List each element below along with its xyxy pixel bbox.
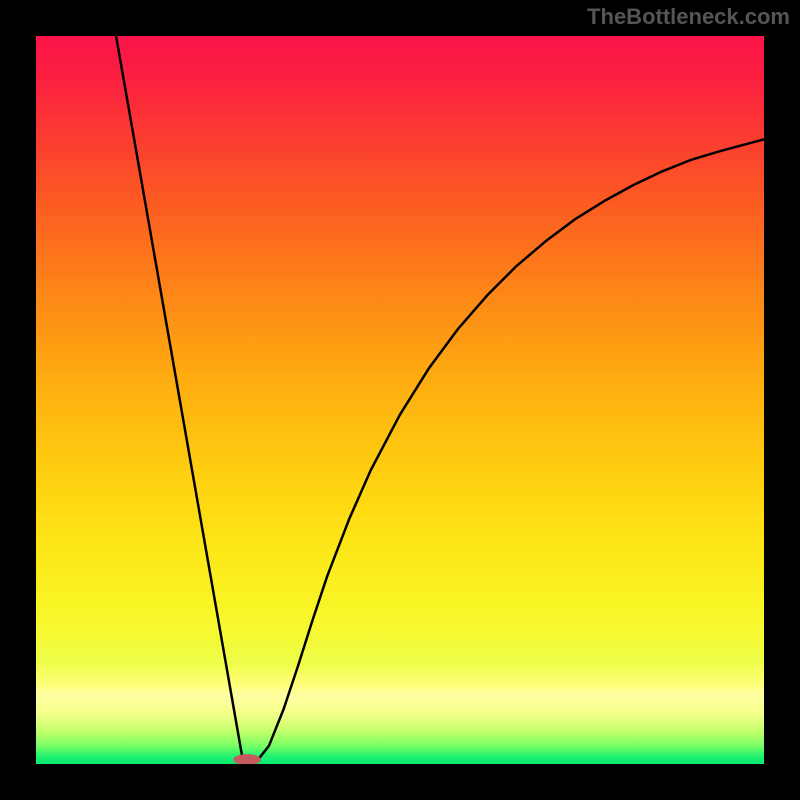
chart-svg <box>36 36 764 764</box>
chart-frame: TheBottleneck.com <box>0 0 800 800</box>
chart-background <box>36 36 764 764</box>
plot-area <box>36 36 764 764</box>
watermark-text: TheBottleneck.com <box>587 4 790 30</box>
